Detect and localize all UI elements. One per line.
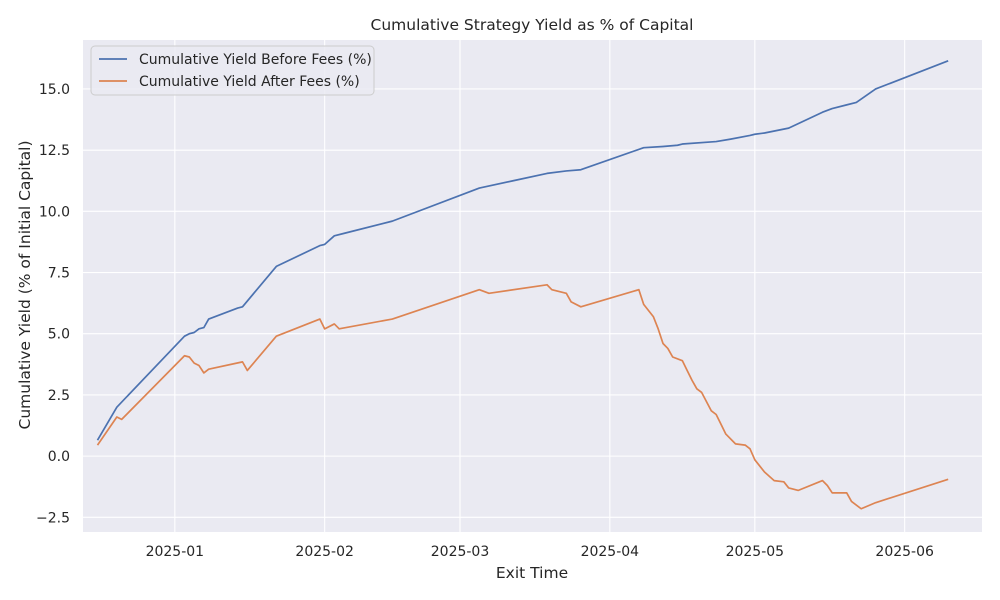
x-tick-label: 2025-02 (295, 544, 354, 560)
x-tick-label: 2025-04 (581, 544, 640, 560)
legend-label: Cumulative Yield After Fees (%) (139, 74, 360, 90)
series-layer (96, 60, 949, 510)
x-axis-label: Exit Time (496, 564, 568, 582)
series-line-after-fees (96, 283, 949, 510)
x-tick-label: 2025-06 (875, 544, 934, 560)
y-tick-label: 5.0 (48, 327, 70, 343)
legend-box (90, 45, 375, 96)
legend-label: Cumulative Yield Before Fees (%) (139, 52, 372, 68)
y-tick-label: 2.5 (48, 388, 70, 404)
tick-labels: −2.5 0.0 2.5 5.0 7.5 10.0 12.5 15.0 2025-01 2025-… (36, 82, 934, 560)
grid (83, 40, 982, 532)
plot-area (83, 40, 982, 532)
y-tick-label: −2.5 (36, 510, 70, 526)
y-tick-label: 15.0 (39, 82, 70, 98)
series-line-before-fees (96, 60, 949, 441)
legend: Cumulative Yield Before Fees (%) Cumulati… (90, 45, 375, 96)
y-tick-label: 7.5 (48, 266, 70, 282)
y-tick-label: 10.0 (39, 204, 70, 220)
y-axis-label: Cumulative Yield (% of Initial Capital) (16, 140, 34, 429)
x-tick-label: 2025-03 (431, 544, 490, 560)
x-tick-label: 2025-01 (146, 544, 205, 560)
y-tick-label: 12.5 (39, 143, 70, 159)
chart-title: Cumulative Strategy Yield as % of Capita… (371, 16, 694, 34)
x-tick-label: 2025-05 (726, 544, 785, 560)
y-tick-label: 0.0 (48, 449, 70, 465)
